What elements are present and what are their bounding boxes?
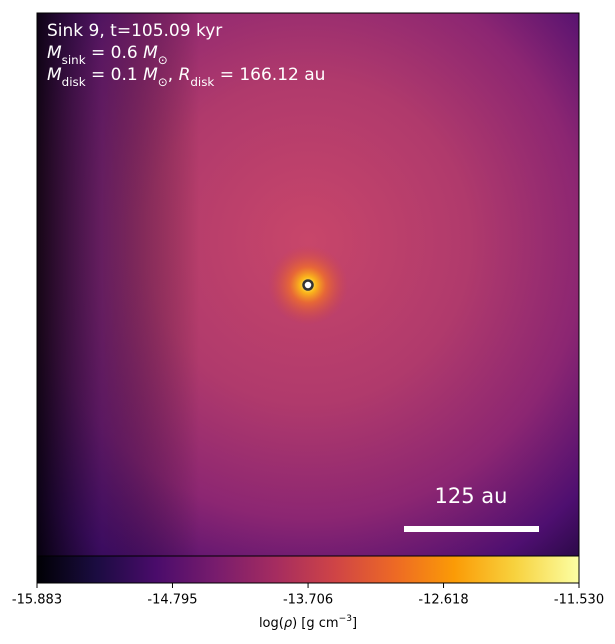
text-segment: = 166.12 au — [214, 65, 325, 85]
text-segment: R — [179, 65, 191, 85]
text-segment: M — [47, 43, 62, 63]
text-segment: log( — [259, 616, 284, 631]
text-segment: Sink 9, t=105.09 kyr — [47, 21, 222, 41]
text-segment: M — [47, 65, 62, 85]
tick-label: -12.618 — [418, 593, 468, 608]
text-segment: disk — [190, 75, 214, 89]
tick-label: -15.883 — [12, 593, 62, 608]
text-segment: ] — [352, 616, 357, 631]
tick-label: -13.706 — [283, 593, 333, 608]
sink-marker — [302, 279, 314, 291]
annotation-line: Sink 9, t=105.09 kyr — [47, 21, 222, 41]
annotation-line: Msink = 0.6 M⊙ — [47, 43, 168, 67]
tick-label: -14.795 — [147, 593, 197, 608]
text-segment: = 0.6 — [86, 43, 144, 63]
text-segment: ⊙ — [158, 75, 168, 89]
tick-label: -11.530 — [554, 593, 604, 608]
colorbar-label: log(ρ) [g cm−3] — [259, 614, 357, 631]
annotation-line: Mdisk = 0.1 M⊙, Rdisk = 166.12 au — [47, 65, 325, 89]
scale-bar — [404, 526, 539, 532]
text-segment: , — [168, 65, 179, 85]
text-segment: M — [143, 65, 158, 85]
text-segment: sink — [62, 53, 86, 67]
scale-bar-label: 125 au — [435, 484, 508, 508]
text-segment: M — [143, 43, 158, 63]
text-segment: disk — [62, 75, 86, 89]
colorbar — [36, 555, 580, 584]
text-segment: ρ — [284, 616, 293, 631]
text-segment: −3 — [339, 614, 353, 624]
colorbar-axis: -15.883 -14.795 -13.706 -12.618 -11.530 — [12, 583, 604, 608]
text-segment: ) [g cm — [292, 616, 338, 631]
text-segment: = 0.1 — [86, 65, 144, 85]
text-segment: ⊙ — [158, 53, 168, 67]
